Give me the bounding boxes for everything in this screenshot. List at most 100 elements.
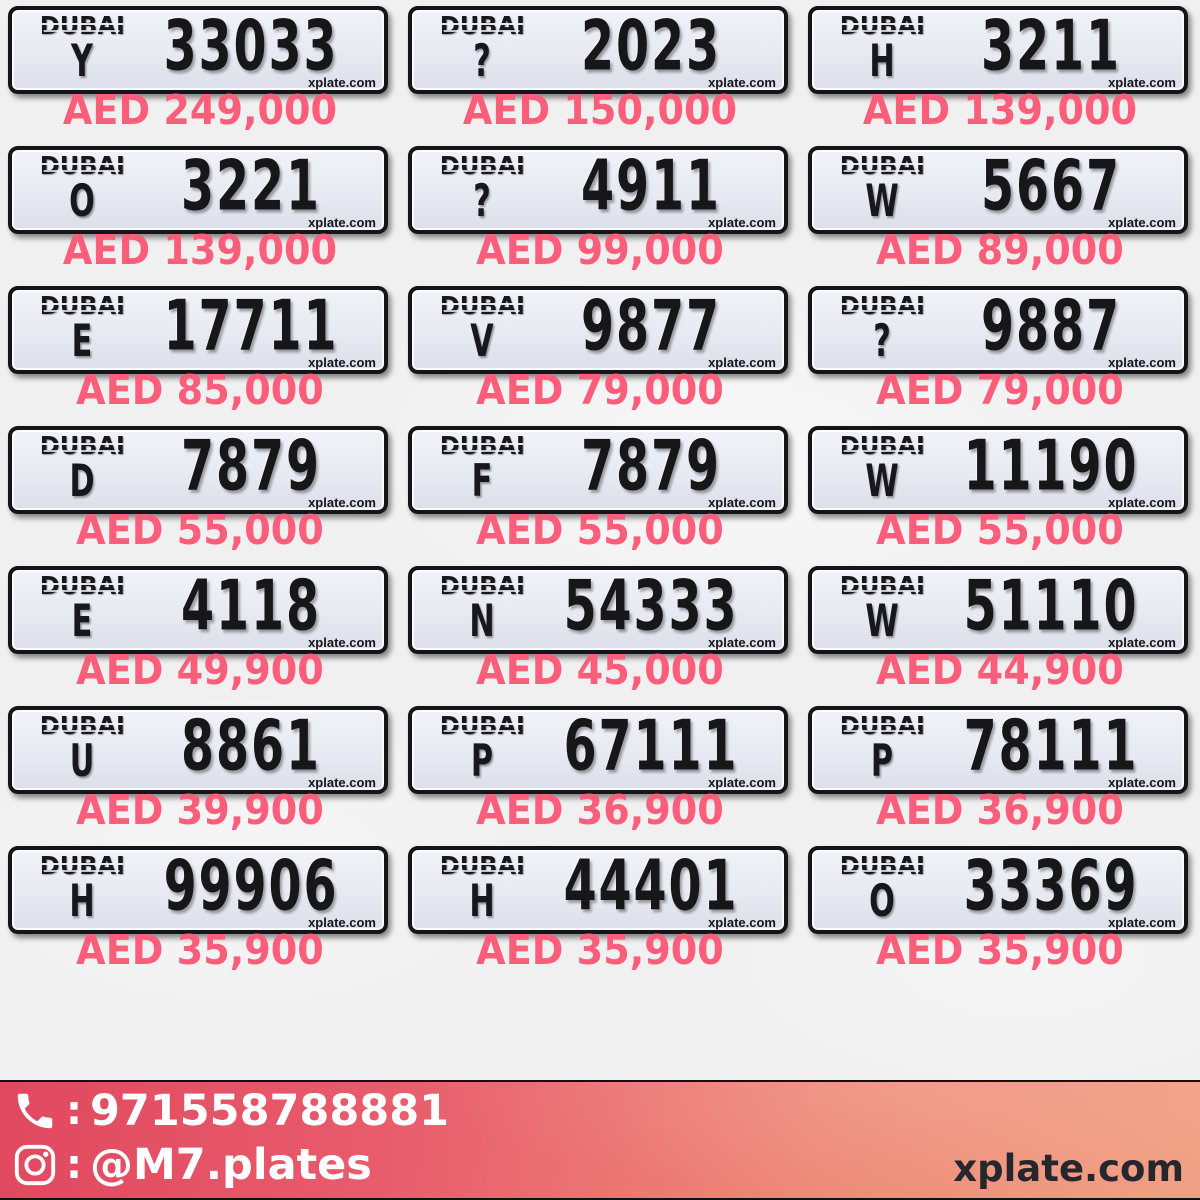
dubai-logo: DUBAI <box>39 571 125 600</box>
dubai-logo: DUBAI <box>39 431 125 460</box>
plate-number: 33033 <box>163 4 339 86</box>
plate-number: 7879 <box>181 424 321 506</box>
plate-card: DUBAI W 5667 xplate.com AED 89,000 <box>800 140 1200 280</box>
dubai-logo: DUBAI <box>39 291 125 320</box>
phone-row: : 971558788881 <box>12 1088 449 1134</box>
plate-left: DUBAI U <box>26 711 138 783</box>
phone-separator: : <box>66 1088 82 1134</box>
xplate-watermark: xplate.com <box>308 635 376 650</box>
plate-letter: O <box>869 874 895 927</box>
dubai-logo: DUBAI <box>439 291 525 320</box>
dubai-logo: DUBAI <box>839 571 925 600</box>
xplate-watermark: xplate.com <box>308 495 376 510</box>
price-label: AED 79,000 <box>876 366 1124 414</box>
dubai-logo: DUBAI <box>839 851 925 880</box>
dubai-logo: DUBAI <box>439 571 525 600</box>
plate-left: DUBAI H <box>426 851 538 927</box>
plate-number: 67111 <box>563 704 739 786</box>
xplate-watermark: xplate.com <box>1108 495 1176 510</box>
plate-left: DUBAI H <box>826 12 938 87</box>
plate-left: DUBAI W <box>826 571 938 647</box>
plate-number: 44401 <box>563 844 739 926</box>
license-plate: DUBAI ? 2023 xplate.com <box>408 4 788 94</box>
dubai-logo: DUBAI <box>839 151 925 180</box>
plate-card: DUBAI E 4118 xplate.com AED 49,900 <box>0 560 400 700</box>
plate-number: 2023 <box>581 4 721 86</box>
plate-left: DUBAI ? <box>426 11 538 83</box>
price-label: AED 35,900 <box>76 926 324 974</box>
license-plate: DUBAI ? 4911 xplate.com <box>408 144 788 234</box>
xplate-watermark: xplate.com <box>1108 215 1176 230</box>
plate-card: DUBAI ? 4911 xplate.com AED 99,000 <box>400 140 800 280</box>
plate-card: DUBAI H 44401 xplate.com AED 35,900 <box>400 840 800 980</box>
dubai-logo: DUBAI <box>439 431 525 460</box>
plate-letter: H <box>469 874 495 927</box>
price-label: AED 35,900 <box>876 926 1124 974</box>
plate-number: 3211 <box>981 4 1121 86</box>
dubai-logo: DUBAI <box>39 711 125 740</box>
license-plate: DUBAI W 5667 xplate.com <box>808 144 1188 234</box>
xplate-watermark: xplate.com <box>708 215 776 230</box>
plate-left: DUBAI P <box>826 712 938 783</box>
plate-letter: E <box>71 594 93 647</box>
license-plate: DUBAI O 3221 xplate.com <box>8 144 388 234</box>
license-plate: DUBAI Y 33033 xplate.com <box>8 4 388 94</box>
plate-letter: E <box>71 314 93 367</box>
plate-card: DUBAI H 3211 xplate.com AED 139,000 <box>800 0 1200 140</box>
plate-card: DUBAI H 99906 xplate.com AED 35,900 <box>0 840 400 980</box>
xplate-watermark: xplate.com <box>708 75 776 90</box>
plates-grid: DUBAI Y 33033 xplate.com AED 249,000 DUB… <box>0 0 1200 980</box>
plate-number: 4911 <box>581 144 721 226</box>
plate-number: 7879 <box>581 424 721 506</box>
license-plate: DUBAI V 9877 xplate.com <box>408 284 788 374</box>
plate-letter: ? <box>873 314 891 367</box>
price-label: AED 39,900 <box>76 786 324 834</box>
price-label: AED 139,000 <box>62 226 338 274</box>
plate-card: DUBAI ? 2023 xplate.com AED 150,000 <box>400 0 800 140</box>
plate-left: DUBAI ? <box>826 291 938 367</box>
instagram-icon <box>12 1142 58 1188</box>
xplate-watermark: xplate.com <box>308 75 376 90</box>
plate-number: 99906 <box>163 844 339 926</box>
plate-letter: H <box>869 34 895 87</box>
license-plate: DUBAI E 4118 xplate.com <box>8 564 388 654</box>
plate-left: DUBAI F <box>426 431 538 503</box>
plate-letter: D <box>69 454 95 507</box>
plate-number: 3221 <box>181 144 321 226</box>
plate-number: 9887 <box>981 284 1121 366</box>
xplate-watermark: xplate.com <box>308 775 376 790</box>
plate-card: DUBAI U 8861 xplate.com AED 39,900 <box>0 700 400 840</box>
license-plate: DUBAI N 54333 xplate.com <box>408 564 788 654</box>
plate-letter: W <box>865 174 899 227</box>
dubai-logo: DUBAI <box>439 151 525 180</box>
xplate-watermark: xplate.com <box>308 215 376 230</box>
dubai-logo: DUBAI <box>439 711 525 740</box>
dubai-logo: DUBAI <box>839 291 925 320</box>
plate-letter: P <box>470 734 494 787</box>
dubai-logo: DUBAI <box>439 11 525 40</box>
plate-left: DUBAI E <box>26 291 138 367</box>
xplate-watermark: xplate.com <box>308 355 376 370</box>
xplate-watermark: xplate.com <box>1108 75 1176 90</box>
plate-letter: W <box>865 594 899 647</box>
price-label: AED 49,900 <box>76 646 324 694</box>
dubai-logo: DUBAI <box>39 11 125 40</box>
license-plate: DUBAI P 67111 xplate.com <box>408 704 788 794</box>
plate-number: 5667 <box>981 144 1121 226</box>
dubai-logo: DUBAI <box>439 851 525 880</box>
price-label: AED 249,000 <box>62 86 338 134</box>
license-plate: DUBAI O 33369 xplate.com <box>808 844 1188 934</box>
plate-card: DUBAI Y 33033 xplate.com AED 249,000 <box>0 0 400 140</box>
plate-left: DUBAI W <box>826 151 938 227</box>
xplate-watermark: xplate.com <box>1108 915 1176 930</box>
plate-card: DUBAI ? 9887 xplate.com AED 79,000 <box>800 280 1200 420</box>
license-plate: DUBAI W 11190 xplate.com <box>808 424 1188 514</box>
instagram-handle: @M7.plates <box>90 1140 372 1190</box>
price-label: AED 89,000 <box>876 226 1124 274</box>
plate-left: DUBAI O <box>826 851 938 927</box>
plate-left: DUBAI H <box>26 852 138 923</box>
plate-card: DUBAI N 54333 xplate.com AED 45,000 <box>400 560 800 700</box>
license-plate: DUBAI P 78111 xplate.com <box>808 704 1188 794</box>
plate-letter: W <box>865 454 899 507</box>
